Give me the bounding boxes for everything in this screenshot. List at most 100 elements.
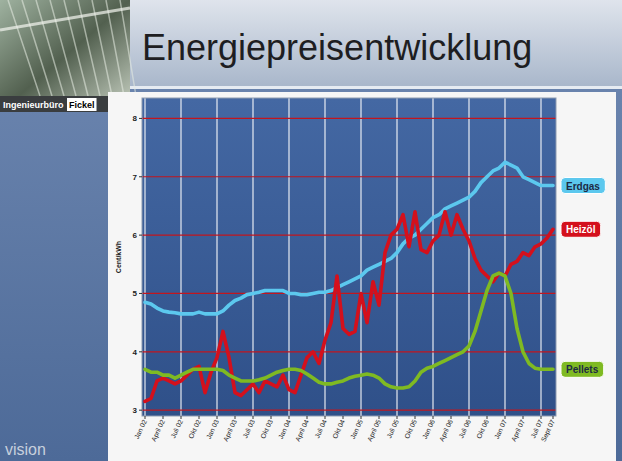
y-tick	[139, 293, 142, 294]
y-tick	[139, 118, 142, 119]
grid-line-y	[142, 293, 556, 294]
x-tick	[145, 416, 146, 419]
y-tick-label: 5	[133, 289, 138, 298]
grid-line-y	[142, 410, 556, 411]
grid	[142, 98, 556, 416]
x-tick	[217, 416, 218, 419]
x-tick	[397, 416, 398, 419]
x-tick	[163, 416, 164, 419]
x-tick-label: Juli 02	[169, 418, 184, 439]
logo-railing	[120, 0, 136, 96]
grid-line-x	[468, 98, 469, 416]
grid-line-y	[142, 351, 556, 352]
x-tick	[361, 416, 362, 419]
x-tick-label: Jan 06	[421, 418, 436, 440]
x-tick	[505, 416, 506, 419]
x-tick	[379, 416, 380, 419]
logo-text: Fickel	[69, 100, 95, 110]
y-tick	[139, 351, 142, 352]
x-tick-label: Jan 04	[277, 418, 292, 440]
footer-text: vision	[5, 441, 46, 458]
x-tick-label: April 06	[438, 418, 455, 442]
plot-background	[142, 98, 556, 416]
x-tick	[415, 416, 416, 419]
legend-box	[561, 178, 605, 194]
x-tick	[451, 416, 452, 419]
logo-railing	[36, 0, 64, 96]
grid-line-x	[252, 98, 253, 416]
x-tick-label: Jan 02	[133, 418, 148, 440]
logo-railing	[22, 0, 52, 96]
x-tick	[253, 416, 254, 419]
grid-line-x	[396, 98, 397, 416]
x-tick-label: Okt 04	[331, 418, 346, 439]
legend-label: Pellets	[566, 364, 599, 375]
grid-line-y	[142, 176, 556, 177]
x-tick-label: Okt 05	[403, 418, 418, 439]
x-tick-label: Jan 03	[205, 418, 220, 440]
series-line	[145, 162, 553, 314]
y-tick-label: 3	[133, 406, 138, 415]
logo-railing	[50, 0, 76, 96]
x-tick-label: April 02	[150, 418, 167, 442]
slide-background	[0, 0, 622, 461]
x-tick-label: Juli 03	[241, 418, 256, 439]
x-tick	[181, 416, 182, 419]
grid-line-x	[360, 98, 361, 416]
grid-line-x	[180, 98, 181, 416]
x-tick	[307, 416, 308, 419]
x-tick-label: April 04	[294, 418, 311, 442]
legend-label: Erdgas	[566, 181, 600, 192]
grid-line-x	[504, 98, 505, 416]
x-tick	[553, 416, 554, 419]
legend-box	[561, 361, 604, 377]
legend: Erdgas Heizöl Pellets	[561, 178, 605, 378]
x-tick-label: Jan 05	[349, 418, 364, 440]
y-tick	[139, 176, 142, 177]
y-axis-title: Cent/kWh	[115, 241, 122, 273]
y-tick-label: 6	[133, 231, 138, 240]
y-tick	[139, 410, 142, 411]
x-tick-label: Juli 05	[385, 418, 400, 439]
x-tick-label: April 03	[222, 418, 239, 442]
logo-railing	[106, 0, 124, 96]
x-tick-label: Juli 06	[457, 418, 472, 439]
x-tick-label: Okt 02	[187, 418, 202, 439]
series-line	[145, 273, 553, 388]
x-tick	[235, 416, 236, 419]
y-tick	[139, 235, 142, 236]
y-tick-label: 8	[133, 114, 138, 123]
x-tick	[271, 416, 272, 419]
x-tick	[289, 416, 290, 419]
logo-text: Ingenieurbüro	[3, 100, 64, 110]
x-tick	[199, 416, 200, 419]
x-tick	[325, 416, 326, 419]
legend-label: Heizöl	[566, 224, 596, 235]
legend-box	[561, 221, 601, 237]
grid-line-y	[142, 118, 556, 119]
slide-title: Energiepreisentwicklung	[142, 27, 532, 68]
x-tick-label: Jan 07	[493, 418, 508, 440]
x-tick	[343, 416, 344, 419]
y-tick-label: 4	[133, 348, 138, 357]
x-tick	[469, 416, 470, 419]
series-lines	[145, 162, 553, 401]
plot-frame	[142, 98, 556, 416]
chart-box	[108, 92, 616, 461]
x-tick-label: Okt 03	[259, 418, 274, 439]
x-tick	[523, 416, 524, 419]
logo-label-box	[67, 98, 97, 111]
logo-railing	[0, 8, 130, 30]
slide: Ingenieurbüro Fickel Energiepreisentwicklu…	[0, 0, 622, 461]
grid-line-x	[324, 98, 325, 416]
x-tick-label: Sept 07	[540, 418, 557, 443]
x-tick-label: Okt 06	[475, 418, 490, 439]
x-tick-label: April 07	[510, 418, 527, 442]
grid-line-y	[142, 235, 556, 236]
x-tick-label: Juli 04	[313, 418, 328, 439]
x-tick	[433, 416, 434, 419]
logo-railing	[8, 0, 40, 96]
x-tick	[541, 416, 542, 419]
x-tick-label: April 05	[366, 418, 383, 442]
x-tick	[487, 416, 488, 419]
